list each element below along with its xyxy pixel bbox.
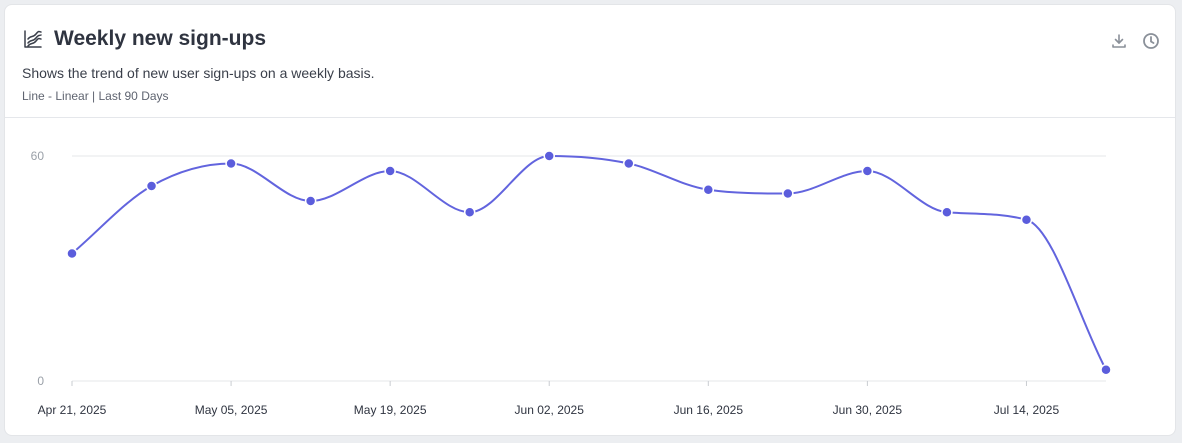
- card-header: Weekly new sign-ups Shows the trend of n…: [5, 5, 1175, 118]
- x-tick-label: Apr 21, 2025: [38, 403, 107, 417]
- data-point[interactable]: [941, 206, 953, 218]
- series-line: [71, 154, 1107, 371]
- data-point[interactable]: [861, 165, 874, 177]
- x-tick-label: May 19, 2025: [354, 403, 427, 417]
- chart-title: Weekly new sign-ups: [54, 27, 266, 50]
- data-point[interactable]: [543, 150, 555, 162]
- data-point[interactable]: [463, 206, 476, 218]
- title-row: Weekly new sign-ups: [23, 27, 266, 51]
- chart-meta: Line - Linear | Last 90 Days: [22, 89, 169, 103]
- y-tick-label: 60: [31, 149, 45, 163]
- card-tools: [1109, 31, 1161, 51]
- data-point[interactable]: [702, 184, 715, 196]
- download-icon[interactable]: [1109, 31, 1129, 51]
- line-chart-icon: [23, 29, 43, 49]
- x-tick-label: Jun 16, 2025: [674, 403, 744, 417]
- x-tick-label: May 05, 2025: [195, 403, 268, 417]
- chart-card: Weekly new sign-ups Shows the trend of n…: [4, 4, 1176, 436]
- data-point[interactable]: [304, 195, 317, 207]
- x-tick-label: Jun 30, 2025: [833, 403, 903, 417]
- chart-description: Shows the trend of new user sign-ups on …: [22, 65, 375, 81]
- data-point[interactable]: [145, 180, 158, 192]
- history-icon[interactable]: [1141, 31, 1161, 51]
- data-point[interactable]: [623, 157, 635, 170]
- data-point[interactable]: [1020, 214, 1033, 226]
- x-tick-label: Jul 14, 2025: [994, 403, 1060, 417]
- data-point[interactable]: [66, 247, 78, 260]
- x-axis-ticks: Apr 21, 2025 May 05, 2025 May 19, 2025 Jun …: [38, 381, 1060, 417]
- line-chart: 0 60 Apr 21, 2025 May 05, 2025 May 19, 2025…: [31, 149, 1112, 417]
- data-point[interactable]: [384, 165, 396, 177]
- data-point[interactable]: [1100, 364, 1112, 376]
- data-point[interactable]: [782, 187, 794, 200]
- x-tick-label: Jun 02, 2025: [515, 403, 585, 417]
- series-points: [66, 150, 1112, 376]
- y-tick-label: 0: [37, 374, 44, 388]
- data-point[interactable]: [225, 157, 237, 170]
- y-axis-ticks: 0 60: [31, 149, 45, 388]
